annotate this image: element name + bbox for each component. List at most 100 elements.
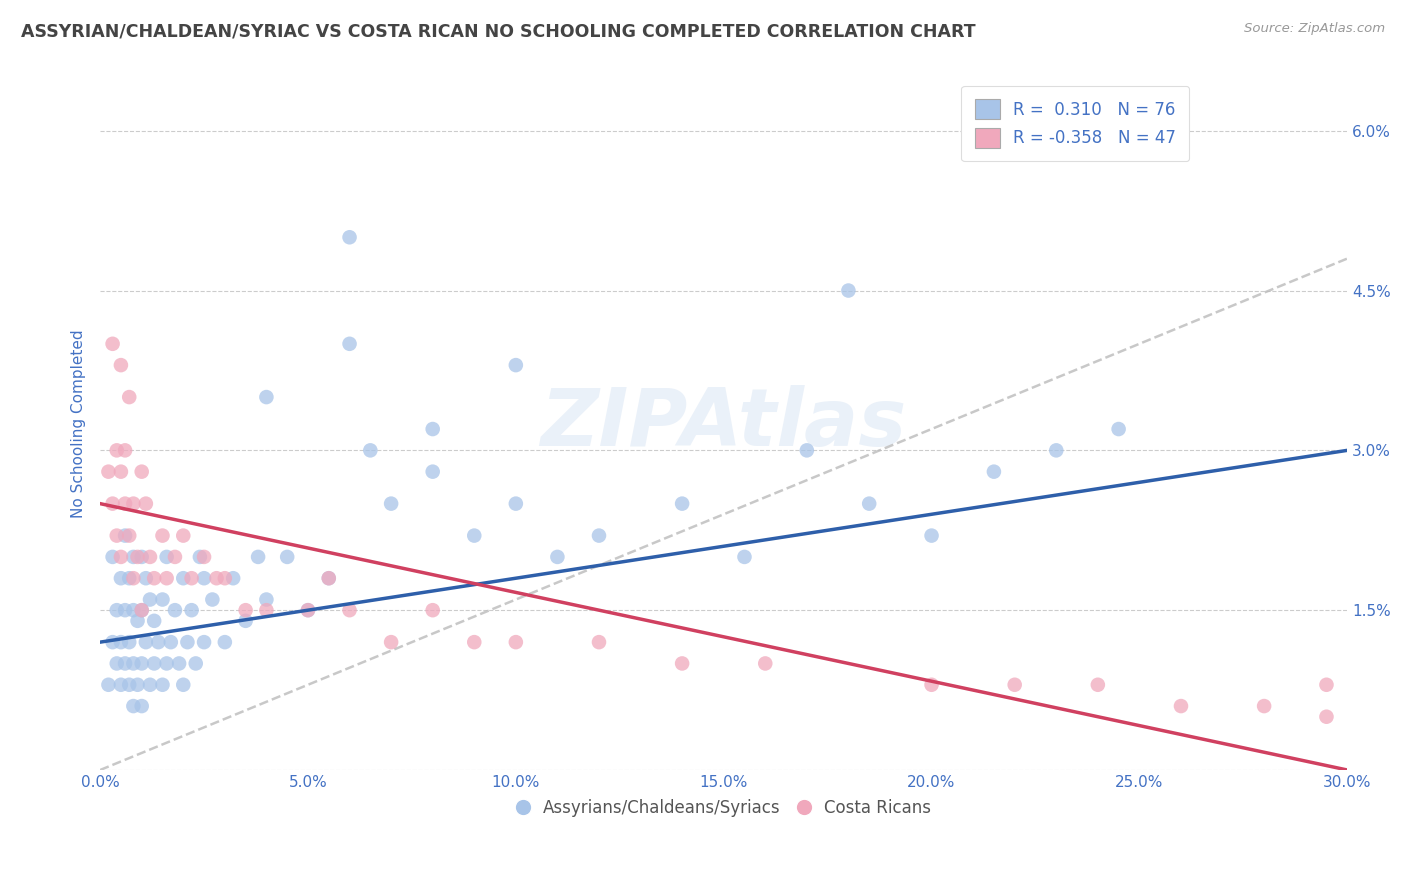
Point bbox=[205, 571, 228, 585]
Point bbox=[339, 603, 361, 617]
Point bbox=[156, 549, 179, 564]
Point bbox=[254, 603, 277, 617]
Point bbox=[148, 635, 170, 649]
Point bbox=[546, 549, 568, 564]
Point bbox=[110, 465, 132, 479]
Point bbox=[172, 528, 194, 542]
Point bbox=[201, 592, 224, 607]
Point bbox=[339, 336, 361, 351]
Point bbox=[159, 635, 181, 649]
Point bbox=[127, 549, 149, 564]
Point bbox=[1108, 422, 1130, 436]
Point bbox=[135, 571, 157, 585]
Point bbox=[184, 657, 207, 671]
Point bbox=[235, 603, 257, 617]
Point bbox=[214, 635, 236, 649]
Point bbox=[222, 571, 245, 585]
Point bbox=[671, 497, 693, 511]
Point bbox=[193, 635, 215, 649]
Point bbox=[131, 465, 153, 479]
Point bbox=[463, 635, 485, 649]
Point bbox=[110, 571, 132, 585]
Point bbox=[139, 549, 162, 564]
Point bbox=[588, 635, 610, 649]
Point bbox=[101, 336, 124, 351]
Point bbox=[1253, 699, 1275, 714]
Point bbox=[152, 592, 174, 607]
Point bbox=[163, 603, 186, 617]
Point bbox=[318, 571, 340, 585]
Point bbox=[671, 657, 693, 671]
Point bbox=[143, 657, 166, 671]
Text: Source: ZipAtlas.com: Source: ZipAtlas.com bbox=[1244, 22, 1385, 36]
Text: ASSYRIAN/CHALDEAN/SYRIAC VS COSTA RICAN NO SCHOOLING COMPLETED CORRELATION CHART: ASSYRIAN/CHALDEAN/SYRIAC VS COSTA RICAN … bbox=[21, 22, 976, 40]
Point bbox=[118, 571, 141, 585]
Point bbox=[254, 592, 277, 607]
Point bbox=[114, 497, 136, 511]
Point bbox=[193, 571, 215, 585]
Point bbox=[135, 497, 157, 511]
Point bbox=[122, 603, 145, 617]
Point bbox=[247, 549, 270, 564]
Point bbox=[97, 678, 120, 692]
Point bbox=[122, 571, 145, 585]
Point bbox=[837, 284, 859, 298]
Point bbox=[167, 657, 190, 671]
Point bbox=[131, 549, 153, 564]
Point bbox=[921, 528, 943, 542]
Point bbox=[339, 230, 361, 244]
Point bbox=[101, 549, 124, 564]
Point bbox=[114, 657, 136, 671]
Point bbox=[127, 678, 149, 692]
Point bbox=[214, 571, 236, 585]
Point bbox=[131, 699, 153, 714]
Point bbox=[110, 549, 132, 564]
Point bbox=[118, 635, 141, 649]
Point bbox=[297, 603, 319, 617]
Point bbox=[139, 592, 162, 607]
Point bbox=[734, 549, 756, 564]
Point bbox=[156, 657, 179, 671]
Point bbox=[135, 635, 157, 649]
Point bbox=[422, 465, 444, 479]
Point bbox=[114, 603, 136, 617]
Point bbox=[163, 549, 186, 564]
Point bbox=[235, 614, 257, 628]
Point bbox=[1315, 710, 1337, 724]
Point bbox=[297, 603, 319, 617]
Point bbox=[1315, 678, 1337, 692]
Point bbox=[105, 528, 128, 542]
Legend: Assyrians/Chaldeans/Syriacs, Costa Ricans: Assyrians/Chaldeans/Syriacs, Costa Rican… bbox=[510, 793, 938, 824]
Point bbox=[505, 497, 527, 511]
Point bbox=[176, 635, 198, 649]
Point bbox=[110, 678, 132, 692]
Point bbox=[118, 528, 141, 542]
Point bbox=[380, 497, 402, 511]
Point bbox=[172, 571, 194, 585]
Point bbox=[422, 422, 444, 436]
Point bbox=[131, 603, 153, 617]
Point bbox=[101, 497, 124, 511]
Point bbox=[254, 390, 277, 404]
Point bbox=[156, 571, 179, 585]
Point bbox=[110, 635, 132, 649]
Point bbox=[1170, 699, 1192, 714]
Point bbox=[143, 571, 166, 585]
Point bbox=[276, 549, 298, 564]
Y-axis label: No Schooling Completed: No Schooling Completed bbox=[72, 329, 86, 518]
Point bbox=[1045, 443, 1067, 458]
Point bbox=[180, 571, 202, 585]
Point bbox=[359, 443, 381, 458]
Point bbox=[114, 528, 136, 542]
Point bbox=[118, 390, 141, 404]
Text: ZIPAtlas: ZIPAtlas bbox=[540, 384, 907, 463]
Point bbox=[122, 549, 145, 564]
Point bbox=[193, 549, 215, 564]
Point bbox=[1004, 678, 1026, 692]
Point bbox=[172, 678, 194, 692]
Point bbox=[318, 571, 340, 585]
Point bbox=[505, 635, 527, 649]
Point bbox=[1087, 678, 1109, 692]
Point bbox=[152, 528, 174, 542]
Point bbox=[858, 497, 880, 511]
